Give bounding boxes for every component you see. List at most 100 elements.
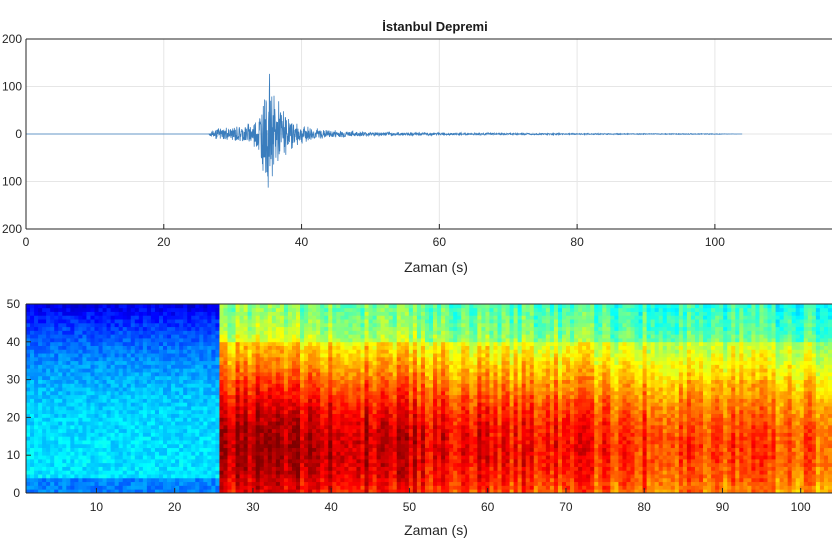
- spectrogram-cell: [98, 462, 103, 467]
- spectrogram-cell: [30, 372, 35, 377]
- spectrogram-cell: [336, 304, 341, 309]
- spectrogram-cell: [90, 338, 95, 343]
- spectrogram-cell: [154, 409, 160, 415]
- spectrogram-cell: [332, 421, 337, 426]
- spectrogram-cell: [26, 375, 31, 380]
- spectrogram-cell: [408, 428, 414, 433]
- spectrogram-cell: [368, 428, 373, 433]
- spectrogram-cell: [267, 360, 273, 365]
- spectrogram-cell: [203, 406, 208, 411]
- spectrogram-cell: [158, 477, 164, 483]
- spectrogram-cell: [263, 311, 269, 316]
- spectrogram-cell: [372, 477, 378, 483]
- spectrogram-cell: [223, 451, 228, 456]
- spectrogram-cell: [267, 383, 273, 388]
- spectrogram-cell: [106, 379, 112, 384]
- spectrogram-cell: [82, 451, 87, 456]
- spectrogram-cell: [352, 477, 357, 483]
- spectrogram-cell: [296, 406, 301, 411]
- spectrogram-cell: [114, 462, 120, 467]
- spectrogram-cell: [78, 447, 83, 452]
- spectrogram-cell: [211, 353, 216, 358]
- spectrogram-cell: [312, 406, 317, 411]
- spectrogram-cell: [34, 326, 39, 331]
- spectrogram-cell: [138, 477, 144, 483]
- spectrogram-cell: [392, 406, 398, 411]
- spectrogram-cell: [223, 315, 228, 320]
- spectrogram-cell: [364, 383, 369, 388]
- spectrogram-cell: [34, 368, 39, 373]
- spectrogram-cell: [296, 341, 301, 346]
- spectrogram-cell: [243, 341, 249, 346]
- spectrogram-cell: [175, 485, 180, 490]
- spectrogram-cell: [356, 307, 361, 312]
- spectrogram-cell: [142, 466, 148, 471]
- spectrogram-cell: [86, 368, 91, 373]
- spectrogram-cell: [348, 398, 353, 403]
- spectrogram-cell: [130, 353, 136, 358]
- spectrogram-cell: [207, 428, 212, 433]
- spectrogram-cell: [251, 338, 257, 343]
- spectrogram-cell: [211, 387, 216, 392]
- spectrogram-cell: [171, 390, 176, 396]
- spectrogram-cell: [308, 341, 313, 346]
- spectrogram-cell: [328, 311, 333, 316]
- spectrogram-cell: [110, 432, 116, 437]
- spectrogram-cell: [114, 319, 120, 324]
- spectrogram-cell: [356, 440, 361, 445]
- spectrogram-cell: [287, 322, 293, 328]
- spectrogram-cell: [134, 474, 140, 479]
- spectrogram-cell: [267, 458, 273, 464]
- spectrogram-cell: [227, 387, 232, 392]
- spectrogram-cell: [304, 375, 309, 380]
- spectrogram-cell: [142, 417, 148, 422]
- spectrogram-cell: [42, 462, 47, 467]
- spectrogram-cell: [247, 477, 253, 483]
- spectrogram-cell: [195, 315, 200, 320]
- spectrogram-cell: [26, 458, 31, 464]
- spectrogram-cell: [388, 481, 394, 486]
- spectrogram-cell: [70, 390, 75, 396]
- spectrogram-cell: [158, 470, 164, 475]
- spectrogram-cell: [332, 307, 337, 312]
- spectrogram-cell: [291, 474, 297, 479]
- spectrogram-cell: [275, 368, 281, 373]
- spectrogram-cell: [271, 356, 277, 362]
- spectrogram-cell: [50, 443, 55, 449]
- spectrogram-cell: [86, 409, 91, 415]
- spectrogram-cell: [78, 409, 83, 415]
- spectrogram-cell: [287, 326, 293, 331]
- spectrogram-cell: [171, 368, 176, 373]
- spectrogram-cell: [396, 311, 402, 316]
- spectrogram-cell: [384, 451, 390, 456]
- spectrogram-cell: [380, 409, 386, 415]
- spectrogram-cell: [316, 326, 321, 331]
- spectrogram-cell: [122, 477, 128, 483]
- spectrogram-cell: [283, 368, 289, 373]
- spectrogram-cell: [171, 481, 176, 486]
- spectrogram-cell: [324, 451, 329, 456]
- spectrogram-cell: [239, 485, 245, 490]
- spectrogram-cell: [134, 322, 140, 328]
- spectrogram-cell: [340, 372, 345, 377]
- spectrogram-cell: [223, 413, 228, 418]
- spectrogram-cell: [215, 402, 220, 407]
- spectrogram-cell: [175, 360, 180, 365]
- spectrogram-cell: [171, 387, 176, 392]
- spectrogram-cell: [102, 481, 107, 486]
- spectrogram-cell: [235, 406, 240, 411]
- spectrogram-cell: [183, 485, 188, 490]
- spectrogram-cell: [26, 326, 31, 331]
- spectrogram-cell: [50, 394, 55, 399]
- spectrogram-cell: [215, 462, 220, 467]
- spectrogram-cell: [130, 375, 136, 380]
- spectrogram-cell: [38, 409, 43, 415]
- spectrogram-cell: [62, 417, 67, 422]
- spectrogram-cell: [316, 474, 321, 479]
- spectrogram-cell: [42, 428, 47, 433]
- spectrogram-cell: [291, 424, 297, 430]
- spectrogram-cell: [114, 398, 120, 403]
- spectrogram-cell: [74, 368, 79, 373]
- spectrogram-cell: [179, 330, 184, 335]
- spectrogram-cell: [70, 330, 75, 335]
